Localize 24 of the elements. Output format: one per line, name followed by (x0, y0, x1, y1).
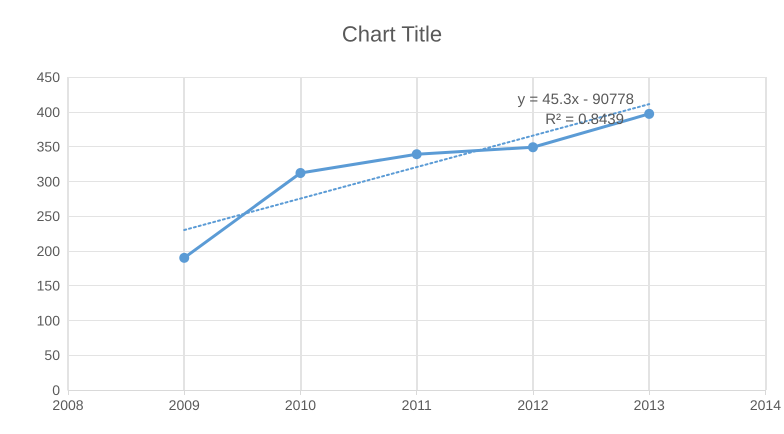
y-tick-label: 350 (36, 138, 60, 155)
x-tick-label: 2009 (168, 397, 200, 413)
y-tick-label: 200 (36, 242, 60, 259)
x-tick-label: 2011 (402, 397, 432, 413)
x-tick-label: 2012 (517, 397, 549, 413)
y-tick-label: 100 (36, 312, 60, 328)
point (644, 108, 654, 119)
x-tick-label: 2008 (52, 397, 84, 413)
y-tick-label: 300 (36, 173, 60, 190)
y-tick-label: 450 (36, 69, 60, 85)
point (528, 142, 538, 152)
y-tick-label: 150 (36, 278, 60, 294)
y-tick-label: 250 (36, 208, 60, 224)
annotation: y = 45.3x - 90778 (518, 91, 634, 108)
y-tick-label: 0 (52, 382, 60, 398)
point (295, 168, 306, 178)
x-tick-label: 2014 (750, 397, 782, 413)
x-tick-label: 2010 (284, 397, 316, 413)
y-tick-label: 50 (44, 347, 60, 364)
point (179, 252, 190, 263)
chart-title: Chart Title (342, 22, 442, 46)
x-tick-label: 2013 (634, 397, 665, 413)
y-tick-label: 400 (36, 104, 60, 120)
point (412, 149, 422, 160)
